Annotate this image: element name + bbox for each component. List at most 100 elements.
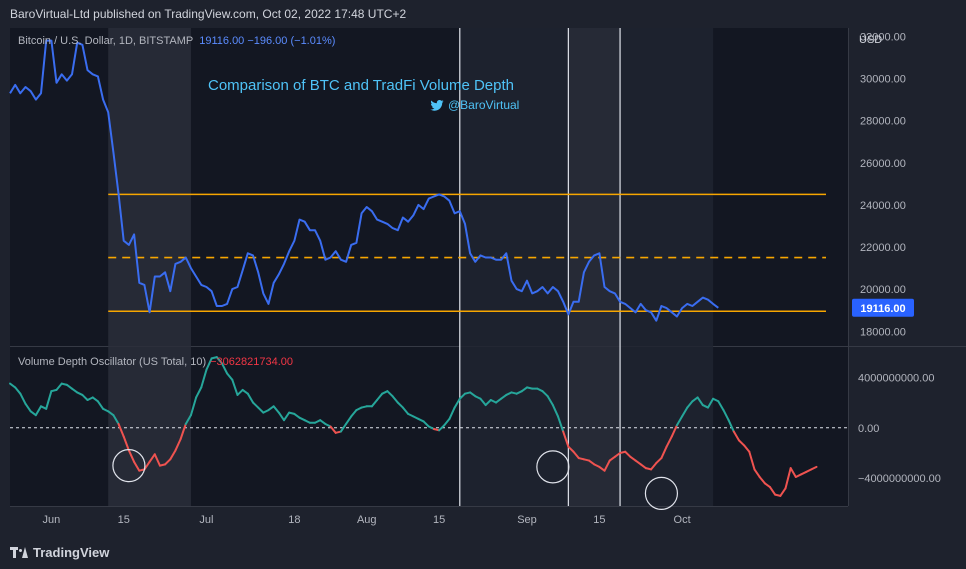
oscillator-segment <box>567 445 575 453</box>
oscillator-segment <box>127 449 136 463</box>
chart-canvas[interactable]: 32000.00 30000.00 28000.00 26000.00 24000.00… <box>0 0 966 536</box>
oscillator-segment <box>45 390 53 410</box>
oscillator-axis-tick: −4000000000.00 <box>858 473 941 485</box>
oscillator-segment <box>226 372 234 381</box>
oscillator-segment <box>71 387 79 394</box>
tradingview-brand-text: TradingView <box>33 545 110 560</box>
oscillator-segment <box>179 422 187 441</box>
highlight-circle <box>536 450 570 484</box>
oscillator-segment <box>34 405 43 417</box>
oscillator-segment <box>608 455 616 462</box>
oscillator-segment <box>91 396 99 403</box>
main-legend: Bitcoin / U.S. Dollar, 1D, BITSTAMP 19116… <box>18 35 335 47</box>
time-axis-tick: Jun <box>42 514 60 526</box>
annotation-handle: @BaroVirtual <box>430 98 519 112</box>
top-bar: BaroVirtual-Ltd published on TradingView… <box>0 0 966 28</box>
time-axis-tick: Aug <box>357 514 377 526</box>
oscillator-segment <box>184 414 192 425</box>
oscillator-segment <box>551 404 560 418</box>
oscillator-segment <box>293 412 301 419</box>
oscillator-segment <box>267 405 275 412</box>
oscillator-segment <box>200 368 208 389</box>
time-axis-tick: 18 <box>288 514 300 526</box>
twitter-bird-icon <box>430 99 444 111</box>
oscillator-segment <box>588 459 596 466</box>
oscillator-segment <box>722 409 730 422</box>
shaded-region <box>620 28 714 506</box>
oscillator-segment <box>65 383 74 390</box>
price-axis-tick: 30000.00 <box>860 74 906 86</box>
oscillator-segment <box>681 406 689 418</box>
oscillator-segment <box>613 452 622 458</box>
price-axis-tick: 24000.00 <box>860 200 906 212</box>
oscillator-segment <box>345 415 353 425</box>
oscillator-segment <box>479 397 487 407</box>
oscillator-segment <box>520 386 528 393</box>
oscillator-axis-tick: 0.00 <box>858 423 879 435</box>
oscillator-segment <box>691 396 699 403</box>
price-axis-tick: 20000.00 <box>860 284 906 296</box>
oscillator-segment <box>562 430 570 448</box>
main-legend-symbol[interactable]: Bitcoin / U.S. Dollar, 1D, BITSTAMP <box>18 35 194 47</box>
oscillator-segment <box>19 392 27 405</box>
price-axis-tick: 26000.00 <box>860 158 906 170</box>
oscillator-segment <box>422 420 430 428</box>
oscillator-segment <box>153 453 161 467</box>
oscillator-segment <box>117 422 125 438</box>
oscillator-segment <box>494 397 503 404</box>
oscillator-segment <box>174 438 182 452</box>
oscillator-segment <box>737 439 746 447</box>
oscillator-segment <box>236 388 244 396</box>
oscillator-segment <box>195 386 203 399</box>
oscillator-segment <box>370 399 379 408</box>
oscillator-segment <box>603 459 611 472</box>
oscillator-segment <box>665 435 673 448</box>
oscillator-axis-tick: 4000000000.00 <box>858 372 934 384</box>
oscillator-segment <box>350 409 358 418</box>
oscillator-segment <box>696 396 704 407</box>
oscillator-segment <box>24 402 32 413</box>
osc-legend-name[interactable]: Volume Depth Oscillator (US Total, 10) <box>18 356 207 368</box>
osc-legend: Volume Depth Oscillator (US Total, 10) −3… <box>18 356 293 368</box>
oscillator-segment <box>107 410 115 417</box>
oscillator-segment <box>391 395 399 404</box>
oscillator-segment <box>624 450 632 458</box>
oscillator-segment <box>376 392 384 401</box>
oscillator-segment <box>169 449 177 461</box>
oscillator-segment <box>251 401 260 409</box>
oscillator-segment <box>706 397 715 409</box>
osc-legend-value: −3062821734.00 <box>210 356 294 368</box>
oscillator-segment <box>655 457 663 465</box>
oscillator-segment <box>448 406 456 420</box>
time-axis-tick: 15 <box>433 514 445 526</box>
oscillator-segment <box>768 486 777 496</box>
oscillator-segment <box>329 425 337 434</box>
tradingview-logo-icon <box>10 547 28 558</box>
oscillator-segment <box>55 382 63 391</box>
time-axis-tick: 15 <box>118 514 130 526</box>
oscillator-segment <box>748 450 756 471</box>
oscillator-segment <box>220 362 229 375</box>
oscillator-segment <box>215 356 223 365</box>
oscillator-segment <box>779 487 787 497</box>
oscillator-segment <box>257 406 265 414</box>
oscillator-segment <box>810 465 818 471</box>
time-axis-tick: Sep <box>517 514 537 526</box>
oscillator-segment <box>743 444 751 453</box>
oscillator-segment <box>443 417 451 427</box>
oscillator-segment <box>401 406 410 415</box>
oscillator-segment <box>763 482 771 489</box>
last-price-tag <box>852 298 914 317</box>
oscillator-segment <box>319 419 327 425</box>
highlight-circle <box>644 476 679 510</box>
tradingview-logo[interactable]: TradingView <box>10 545 109 560</box>
shaded-region <box>568 28 621 506</box>
price-axis-tick: 32000.00 <box>860 31 906 43</box>
oscillator-segment <box>133 460 141 472</box>
oscillator-segment <box>629 455 637 462</box>
oscillator-segment <box>572 450 580 460</box>
oscillator-segment <box>339 422 348 433</box>
oscillator-segment <box>541 390 549 398</box>
time-axis-tick: Oct <box>674 514 691 526</box>
price-axis-tick: 22000.00 <box>860 242 906 254</box>
